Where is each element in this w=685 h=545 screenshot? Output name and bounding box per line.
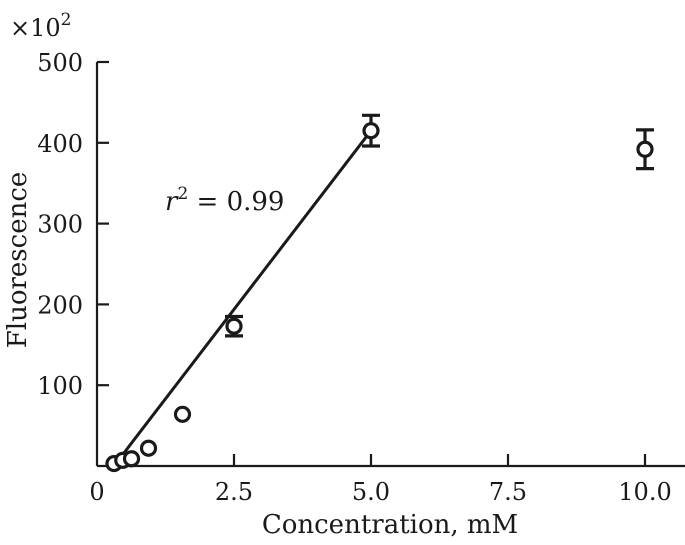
x-ticks: 0 2.5 5.0 7.5 10.0 <box>89 454 672 506</box>
fit-line <box>112 129 373 467</box>
y-multiplier-label: ×102 <box>10 10 71 42</box>
x-tick-label: 7.5 <box>489 478 527 506</box>
data-point <box>173 405 192 423</box>
data-point <box>122 450 141 468</box>
data-point <box>362 122 380 140</box>
y-tick-label: 200 <box>37 291 83 319</box>
x-tick-label: 0 <box>89 478 104 506</box>
y-multiplier-exponent: 2 <box>61 10 72 30</box>
x-axis-label: Concentration, mM <box>262 510 518 540</box>
y-axis-label: Fluorescence <box>3 172 33 349</box>
r-value: = 0.99 <box>188 187 284 217</box>
fit-line-group <box>112 129 373 467</box>
r-squared-annotation: r2 = 0.99 <box>165 184 284 217</box>
r-exponent: 2 <box>177 184 188 204</box>
y-ticks: 100 200 300 400 500 <box>37 49 109 400</box>
y-tick-label: 400 <box>37 130 83 158</box>
x-tick-label: 2.5 <box>215 478 253 506</box>
data-points <box>105 113 654 473</box>
data-point <box>636 140 654 158</box>
y-tick-label: 100 <box>37 372 83 400</box>
data-point <box>139 439 158 457</box>
data-point <box>225 317 243 335</box>
y-tick-label: 500 <box>37 49 83 77</box>
r-symbol: r <box>165 187 179 217</box>
x-tick-label: 10.0 <box>618 478 671 506</box>
x-tick-label: 5.0 <box>352 478 390 506</box>
y-tick-label: 300 <box>37 211 83 239</box>
